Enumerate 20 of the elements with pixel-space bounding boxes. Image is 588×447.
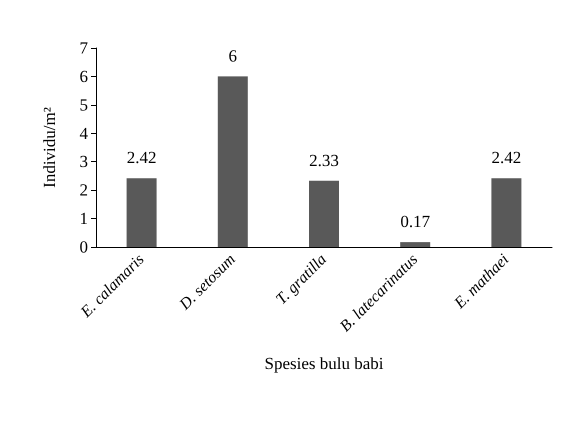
data-label: 2.42 <box>492 148 522 168</box>
data-label: 0.17 <box>400 212 431 232</box>
y-tick-label: 3 <box>80 152 88 172</box>
y-axis-title: Individu/m² <box>40 107 59 188</box>
data-label: 2.33 <box>309 150 339 170</box>
bar <box>126 178 157 247</box>
y-tick-label: 0 <box>80 238 88 256</box>
bar <box>400 242 430 247</box>
bar <box>491 178 522 247</box>
y-tick-label: 4 <box>80 124 88 143</box>
x-axis-title: Spesies bulu babi <box>264 354 384 373</box>
y-tick-label: 2 <box>80 180 88 200</box>
data-label: 6 <box>228 46 238 66</box>
y-tick-label: 5 <box>80 95 88 114</box>
y-tick-label: 1 <box>80 209 88 228</box>
bar <box>218 76 248 247</box>
y-tick-label: 6 <box>80 66 88 86</box>
data-label: 2.42 <box>126 148 156 168</box>
y-tick-label: 7 <box>80 38 88 58</box>
bar <box>309 180 339 247</box>
